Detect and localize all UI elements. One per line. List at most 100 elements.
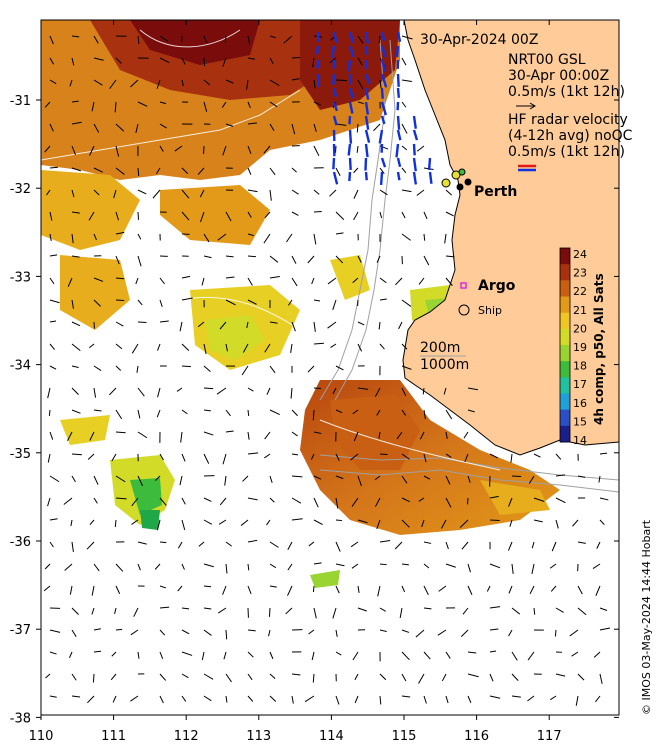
- current-vector: [531, 563, 535, 575]
- current-vector: [313, 562, 322, 565]
- isobath-200m-label: 200m: [420, 340, 460, 356]
- current-vector: [268, 629, 271, 637]
- current-vector: [401, 563, 409, 566]
- hf-radar-vectors: [315, 31, 433, 185]
- current-vector: [203, 233, 210, 243]
- current-vector: [222, 145, 227, 156]
- hf-vector: [331, 73, 336, 85]
- current-vector: [71, 673, 77, 681]
- current-vector: [45, 673, 51, 679]
- hf-vector: [380, 59, 387, 72]
- current-vector: [354, 695, 359, 704]
- hf-vector: [364, 129, 371, 143]
- current-vector: [373, 123, 381, 132]
- current-vector: [335, 232, 344, 235]
- hf-vector: [396, 171, 401, 181]
- current-vector: [415, 629, 425, 638]
- current-vector: [353, 167, 359, 174]
- current-vector: [445, 409, 453, 420]
- current-vector: [401, 57, 407, 66]
- current-vector: [269, 79, 280, 87]
- current-vector: [44, 145, 51, 153]
- current-vector: [291, 695, 294, 704]
- x-tick-label: 113: [246, 729, 271, 744]
- current-vector: [114, 101, 117, 113]
- current-vector: [304, 695, 315, 703]
- current-vector: [266, 519, 271, 526]
- current-vector: [379, 607, 386, 612]
- current-vector: [67, 277, 73, 287]
- current-vector: [181, 453, 186, 462]
- current-vector: [71, 255, 80, 258]
- current-vector: [423, 255, 430, 266]
- current-vector: [356, 145, 359, 153]
- hf-vector: [396, 157, 402, 168]
- current-vector: [115, 277, 125, 280]
- current-vector: [225, 276, 235, 279]
- colorbar-label: 4h comp, p50, All Sats: [592, 273, 606, 425]
- current-vector: [489, 519, 500, 522]
- current-vector: [533, 607, 536, 615]
- current-vector: [247, 452, 259, 455]
- current-vector: [423, 695, 427, 704]
- current-vector: [423, 563, 430, 569]
- current-vector: [218, 519, 227, 525]
- hf-vector: [348, 171, 352, 182]
- current-vector: [159, 695, 164, 704]
- current-vector: [269, 563, 277, 569]
- current-vector: [247, 409, 250, 417]
- current-vector: [511, 673, 519, 681]
- current-vector: [313, 607, 317, 619]
- current-vector: [71, 35, 80, 38]
- current-vector: [225, 673, 232, 683]
- hf-vector: [347, 143, 352, 156]
- current-vector: [181, 343, 190, 351]
- hf-vector: [427, 157, 432, 171]
- current-vector: [135, 123, 139, 134]
- current-vector: [551, 541, 557, 552]
- current-vector: [291, 277, 298, 287]
- current-vector: [174, 145, 183, 152]
- current-vector: [181, 497, 186, 505]
- hf-vector: [428, 171, 433, 184]
- current-vector: [49, 211, 53, 221]
- hf-vector: [380, 45, 387, 58]
- current-vector: [64, 563, 73, 571]
- current-vector: [156, 519, 161, 531]
- current-vector: [577, 541, 586, 544]
- current-vector: [357, 255, 362, 263]
- current-vector: [93, 563, 100, 572]
- hf-vector: [364, 115, 370, 130]
- current-vector: [313, 431, 322, 434]
- current-vector: [203, 497, 212, 502]
- current-vector: [418, 497, 425, 502]
- current-vector: [225, 430, 234, 433]
- current-vector: [269, 35, 277, 39]
- current-vector: [159, 57, 170, 64]
- current-vector: [247, 629, 256, 632]
- current-vector: [511, 695, 521, 698]
- current-vector: [71, 453, 82, 456]
- current-vector: [71, 57, 75, 66]
- current-vector: [203, 629, 212, 636]
- current-vector: [203, 365, 211, 373]
- current-vector: [113, 189, 117, 199]
- x-tick-label: 117: [537, 729, 562, 744]
- colorbar-segment: [560, 425, 570, 443]
- y-tick-label: -31: [10, 94, 31, 109]
- current-vector: [159, 123, 167, 129]
- current-vector: [312, 585, 315, 593]
- current-vector: [137, 189, 147, 195]
- current-vector: [247, 539, 258, 543]
- current-vector: [247, 673, 253, 681]
- current-vector: [443, 387, 447, 395]
- current-vector: [247, 387, 254, 392]
- current-vector: [87, 453, 95, 460]
- current-vector: [264, 431, 271, 440]
- current-vector: [225, 563, 228, 574]
- current-vector: [332, 607, 337, 619]
- current-vector: [181, 651, 193, 656]
- current-vector: [467, 695, 472, 704]
- current-vector: [71, 211, 80, 214]
- current-vector: [225, 299, 236, 306]
